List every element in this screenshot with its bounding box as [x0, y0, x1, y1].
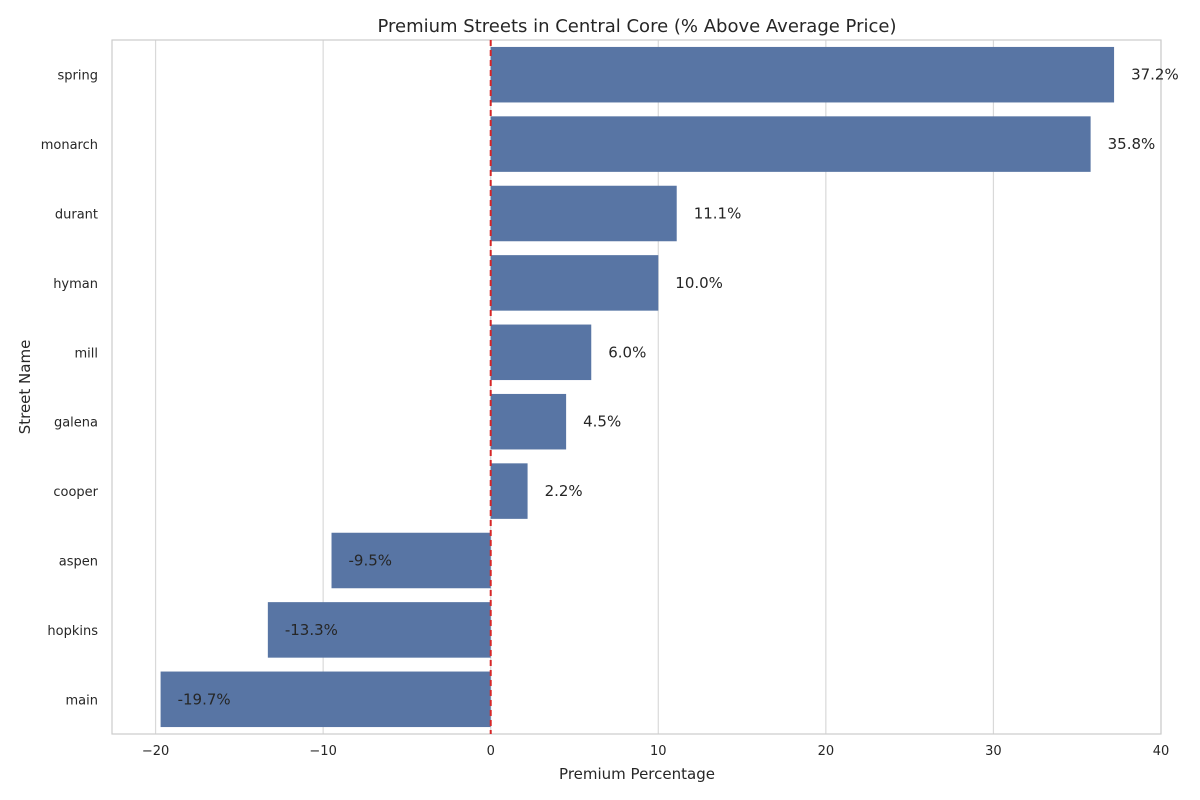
y-tick-label: main — [66, 693, 98, 708]
data-label: 37.2% — [1131, 66, 1179, 84]
y-tick-labels: spring monarch durant hyman mill galena cooper… — [41, 69, 99, 709]
x-tick-label: −20 — [142, 744, 169, 759]
bar — [490, 255, 659, 311]
data-label: 10.0% — [675, 274, 723, 292]
bar — [490, 185, 677, 242]
chart-title: Premium Streets in Central Core (% Above… — [377, 16, 896, 37]
y-tick-label: hyman — [53, 277, 98, 292]
data-label: 2.2% — [545, 482, 583, 500]
bars — [160, 46, 1115, 728]
bar — [490, 393, 567, 450]
data-label: -19.7% — [178, 690, 231, 708]
data-label: 11.1% — [694, 205, 742, 223]
data-label: 35.8% — [1108, 135, 1156, 153]
bar — [490, 324, 592, 381]
x-tick-labels: −20 −10 0 10 20 30 40 — [142, 744, 1169, 759]
x-tick-label: 40 — [1153, 744, 1170, 759]
data-label: 6.0% — [608, 343, 646, 361]
x-tick-label: 0 — [487, 744, 495, 759]
x-tick-label: 10 — [650, 744, 667, 759]
data-label: -13.3% — [285, 621, 338, 639]
y-axis-label: Street Name — [16, 340, 34, 435]
bar — [267, 602, 491, 658]
data-labels: 37.2% 35.8% 11.1% 10.0% 6.0% 4.5% 2.2% -9.5% -13… — [178, 66, 1179, 709]
y-tick-label: durant — [55, 208, 98, 223]
bar — [490, 46, 1115, 103]
x-tick-label: −10 — [309, 744, 336, 759]
x-axis-label: Premium Percentage — [559, 765, 715, 783]
data-label: -9.5% — [349, 552, 393, 570]
bar — [490, 463, 528, 519]
plot-area-frame — [111, 39, 1162, 735]
y-tick-label: hopkins — [47, 624, 98, 639]
y-tick-label: cooper — [53, 485, 98, 500]
y-tick-label: spring — [58, 69, 98, 84]
x-tick-label: 30 — [985, 744, 1002, 759]
y-tick-label: monarch — [41, 138, 98, 153]
data-label: 4.5% — [583, 413, 621, 431]
bar — [160, 671, 491, 728]
y-tick-label: galena — [54, 416, 98, 431]
y-tick-label: mill — [75, 346, 99, 361]
bar — [490, 116, 1091, 172]
y-tick-label: aspen — [59, 555, 98, 570]
x-tick-label: 20 — [818, 744, 835, 759]
bar — [331, 532, 491, 589]
